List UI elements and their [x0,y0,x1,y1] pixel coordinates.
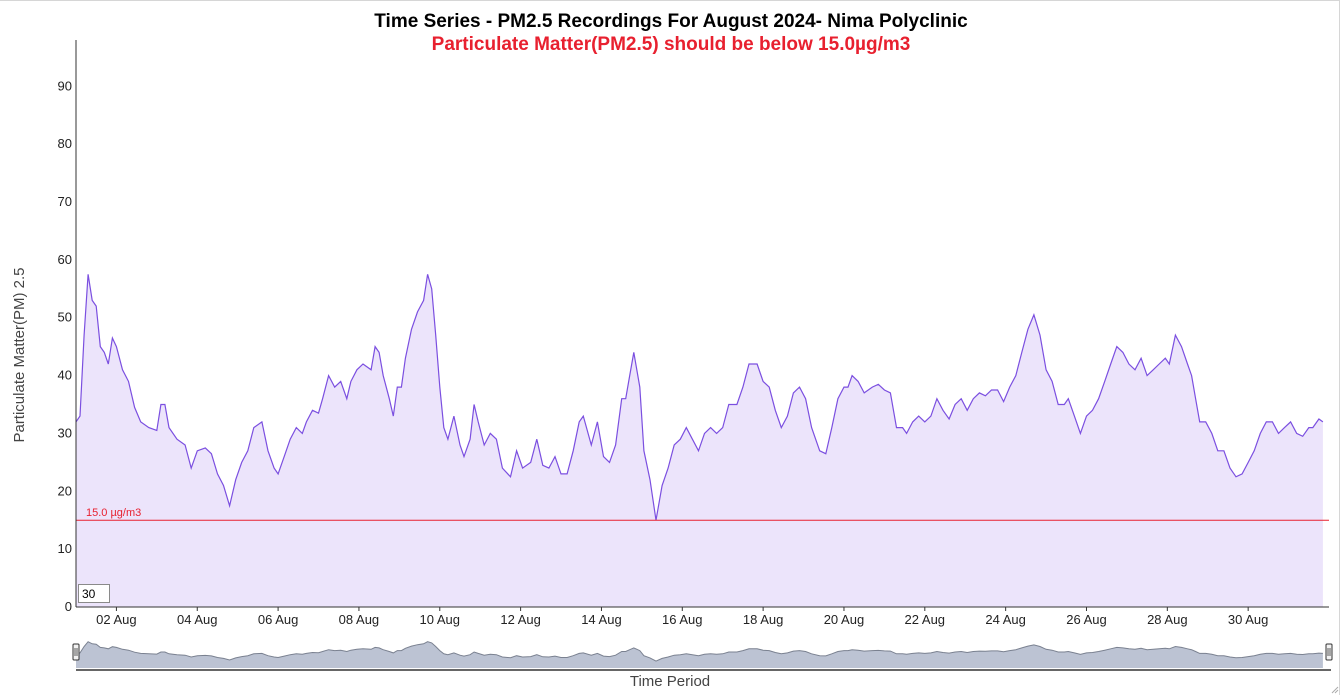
y-tick-label: 30 [58,425,72,440]
chart-title: Time Series - PM2.5 Recordings For Augus… [374,11,968,32]
range-navigator[interactable] [72,641,1333,671]
x-tick-label: 14 Aug [581,612,622,627]
x-tick-label: 06 Aug [258,612,299,627]
navigator-area [76,641,1323,668]
chart-subtitle: Particulate Matter(PM2.5) should be belo… [431,34,911,55]
x-tick-label: 24 Aug [985,612,1026,627]
x-tick-label: 02 Aug [96,612,137,627]
navigator-line [75,641,1323,662]
y-tick-label: 40 [58,368,72,383]
threshold-label: 15.0 µg/m3 [86,507,141,519]
pm25-series-line[interactable] [75,274,1324,521]
y-tick-label: 60 [58,252,72,267]
x-tick-label: 10 Aug [420,612,461,627]
y-tick-label: 70 [58,194,72,209]
y-axis-title: Particulate Matter(PM) 2.5 [11,267,28,442]
x-tick-label: 04 Aug [177,612,218,627]
rolling-period-input[interactable] [78,584,110,603]
x-tick-label: 08 Aug [339,612,380,627]
y-tick-label: 80 [58,136,72,151]
x-axis-title: Time Period [630,673,710,690]
x-tick-label: 22 Aug [905,612,946,627]
x-tick-label: 26 Aug [1066,612,1107,627]
navigator-left-handle[interactable] [72,643,80,661]
y-tick-label: 10 [58,541,72,556]
x-tick-label: 16 Aug [662,612,703,627]
y-tick-label: 50 [58,310,72,325]
x-tick-label: 18 Aug [743,612,784,627]
navigator-right-handle[interactable] [1325,643,1333,661]
y-tick-label: 90 [58,78,72,93]
x-tick-label: 20 Aug [824,612,865,627]
pm25-area-fill [76,274,1323,607]
y-tick-label: 20 [58,483,72,498]
x-tick-label: 28 Aug [1147,612,1188,627]
resize-grip-icon[interactable] [1331,686,1339,694]
y-tick-label: 0 [65,599,72,614]
x-tick-label: 30 Aug [1228,612,1269,627]
x-tick-label: 12 Aug [500,612,541,627]
